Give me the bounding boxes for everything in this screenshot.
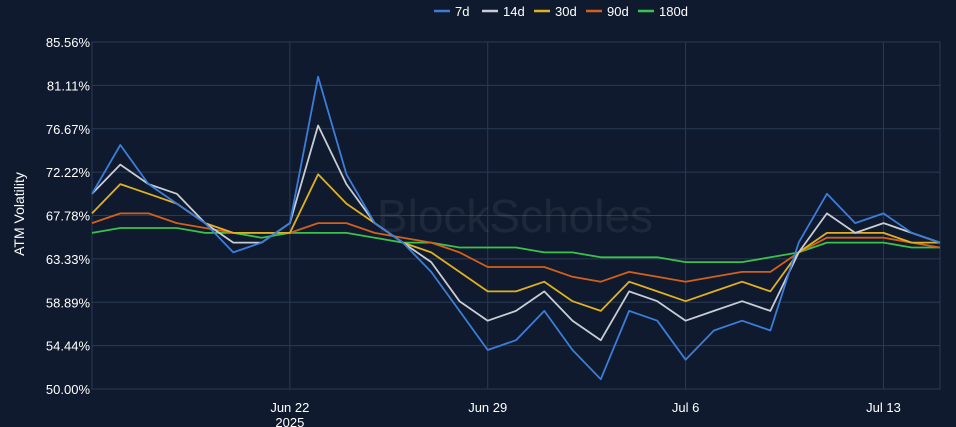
y-tick-label: 50.00% — [46, 382, 91, 397]
legend: 7d 14d 30d 90d 180d — [434, 4, 688, 19]
y-tick-label: 76.67% — [46, 122, 91, 137]
legend-label-7d[interactable]: 7d — [455, 4, 469, 19]
y-tick-label: 72.22% — [46, 165, 91, 180]
y-tick-label: 63.33% — [46, 252, 91, 267]
y-axis-label: ATM Volatility — [11, 172, 27, 256]
watermark: BlockScholes — [377, 190, 653, 242]
x-tick-label: Jun 29 — [468, 400, 507, 415]
y-tick-label: 54.44% — [46, 339, 91, 354]
legend-label-180d[interactable]: 180d — [659, 4, 688, 19]
y-tick-label: 67.78% — [46, 209, 91, 224]
series-line-7d — [91, 75, 941, 381]
legend-label-90d[interactable]: 90d — [607, 4, 629, 19]
series-layer — [91, 75, 941, 381]
plot-frame — [91, 41, 941, 390]
y-axis: 50.00% 54.44% 58.89% 63.33% 67.78% 72.22% 76.6… — [46, 35, 91, 397]
legend-label-30d[interactable]: 30d — [555, 4, 577, 19]
grid-layer — [91, 41, 941, 390]
y-tick-label: 81.11% — [47, 78, 91, 93]
x-tick-label: Jul 13 — [866, 400, 901, 415]
x-tick-label: Jun 22 — [270, 400, 309, 415]
legend-label-14d[interactable]: 14d — [503, 4, 525, 19]
x-tick-sublabel: 2025 — [275, 415, 304, 427]
series-line-14d — [91, 124, 941, 342]
y-tick-label: 58.89% — [46, 295, 91, 310]
y-tick-label: 85.56% — [46, 35, 91, 50]
x-tick-label: Jul 6 — [672, 400, 699, 415]
